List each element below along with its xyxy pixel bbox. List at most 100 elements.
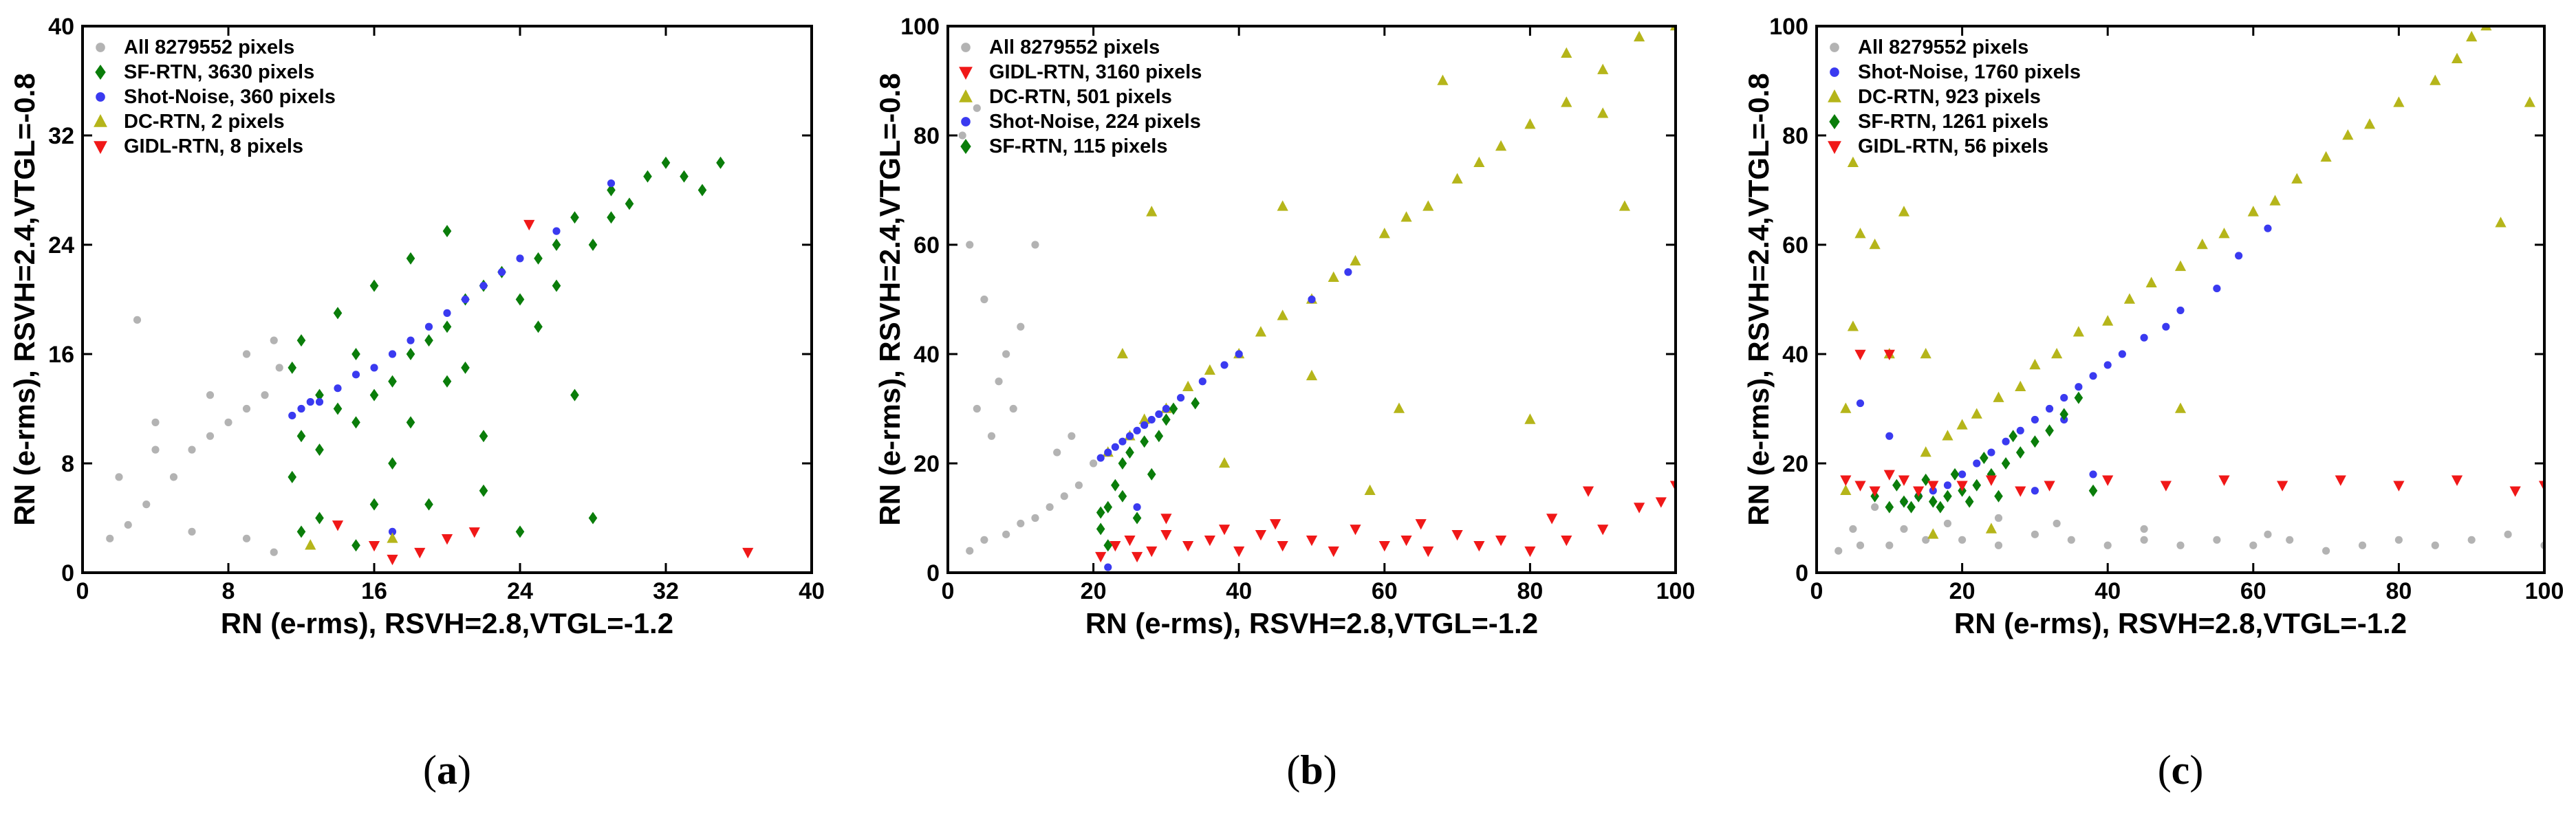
data-point-series-2: [2342, 129, 2354, 140]
data-point-series-1: [369, 279, 379, 292]
data-point-series-1: [1885, 432, 1894, 440]
data-point-series-1: [288, 470, 297, 483]
data-point-series-2: [1927, 528, 1939, 539]
data-point-series-3: [2031, 435, 2039, 448]
data-point-series-2: [552, 227, 561, 235]
data-point-series-1: [1495, 536, 1507, 547]
data-point-series-2: [1364, 484, 1376, 496]
data-point-series-1: [2089, 372, 2097, 380]
data-point-series-1: [1255, 530, 1267, 541]
legend-marker: [959, 89, 973, 102]
data-point-series-1: [2031, 487, 2039, 495]
data-point-series-0: [2031, 530, 2039, 538]
data-point-series-1: [2162, 322, 2170, 331]
data-point-series-0: [1031, 514, 1039, 522]
data-point-series-1: [315, 443, 324, 456]
data-point-series-0: [2358, 541, 2367, 549]
data-point-series-0: [980, 295, 988, 304]
data-point-series-4: [387, 554, 398, 566]
data-point-series-0: [1017, 519, 1025, 528]
data-point-series-3: [1235, 350, 1243, 358]
y-tick-label: 0: [1795, 560, 1808, 586]
data-point-series-0: [2213, 536, 2221, 544]
data-point-series-3: [1140, 421, 1149, 429]
data-point-series-1: [1415, 519, 1427, 530]
x-axis-label: RN (e-rms), RSVH=2.8,VTGL=-1.2: [1085, 607, 1538, 639]
panel-caption: (a): [423, 747, 471, 793]
data-point-series-4: [1883, 470, 1895, 481]
legend-marker: [94, 114, 107, 127]
data-point-series-4: [1103, 539, 1113, 552]
data-point-series-1: [1160, 530, 1172, 541]
data-point-series-1: [315, 388, 324, 402]
data-point-series-3: [1147, 415, 1156, 424]
data-point-series-4: [368, 540, 380, 552]
data-point-series-2: [1182, 380, 1194, 391]
data-point-series-1: [351, 539, 360, 552]
y-tick-label: 80: [913, 123, 940, 149]
data-point-series-3: [1162, 404, 1170, 413]
data-point-series-3: [1133, 426, 1141, 434]
data-point-series-1: [2031, 415, 2039, 424]
x-axis-label: RN (e-rms), RSVH=2.8,VTGL=-1.2: [221, 607, 673, 639]
data-point-series-0: [1046, 503, 1054, 512]
data-point-series-2: [1854, 228, 1866, 239]
data-point-series-2: [1985, 522, 1998, 534]
data-point-series-1: [369, 388, 379, 402]
data-point-series-0: [151, 418, 160, 426]
data-point-series-4: [1869, 486, 1881, 497]
data-point-series-3: [1104, 448, 1112, 456]
data-point-series-2: [1146, 206, 1158, 217]
data-point-series-2: [2393, 96, 2405, 107]
data-point-series-1: [479, 430, 488, 443]
legend-marker: [1828, 89, 1841, 102]
data-point-series-2: [1422, 200, 1434, 211]
data-point-series-0: [1871, 503, 1879, 512]
data-point-series-1: [406, 348, 415, 360]
data-point-series-4: [1103, 500, 1113, 514]
data-point-series-0: [1849, 525, 1857, 533]
data-point-series-1: [2213, 285, 2221, 293]
data-point-series-1: [2118, 350, 2126, 358]
data-point-series-1: [552, 279, 561, 292]
data-point-series-2: [1495, 140, 1507, 151]
data-points: [106, 156, 754, 566]
data-point-series-2: [388, 527, 397, 536]
data-point-series-0: [958, 131, 966, 140]
data-point-series-4: [1883, 349, 1895, 360]
panel-caption: (b): [1286, 747, 1336, 793]
data-point-series-2: [1993, 391, 2004, 402]
data-point-series-1: [1146, 546, 1158, 558]
data-point-series-0: [142, 500, 151, 509]
data-point-series-4: [1854, 349, 1866, 360]
data-point-series-2: [1920, 348, 1931, 359]
data-point-series-1: [588, 239, 598, 251]
data-point-series-2: [334, 384, 342, 393]
data-point-series-0: [242, 350, 251, 358]
data-point-series-0: [1002, 350, 1010, 358]
x-tick-label: 60: [1372, 578, 1398, 604]
data-point-series-0: [206, 432, 215, 440]
data-point-series-4: [2160, 481, 2172, 492]
data-point-series-2: [2123, 293, 2136, 304]
data-point-series-2: [2174, 402, 2187, 413]
legend-entry: GIDL-RTN, 8 pixels: [124, 135, 303, 157]
panel-caption-letter: c: [2172, 747, 2190, 793]
data-point-series-1: [697, 184, 707, 197]
data-point-series-1: [680, 170, 689, 183]
data-point-series-1: [2060, 394, 2068, 402]
data-point-series-3: [1096, 454, 1105, 462]
data-point-series-4: [332, 520, 344, 531]
data-point-series-0: [115, 473, 123, 481]
data-point-series-3: [1155, 410, 1163, 419]
data-point-series-2: [297, 404, 305, 413]
data-point-series-2: [424, 322, 433, 331]
data-point-series-0: [995, 377, 1003, 386]
data-point-series-1: [296, 430, 306, 443]
data-point-series-0: [2431, 541, 2439, 549]
data-point-series-3: [305, 539, 316, 550]
data-point-series-1: [1400, 536, 1412, 547]
data-point-series-2: [2451, 52, 2463, 63]
data-point-series-0: [1017, 322, 1025, 331]
data-point-series-2: [2320, 151, 2332, 162]
